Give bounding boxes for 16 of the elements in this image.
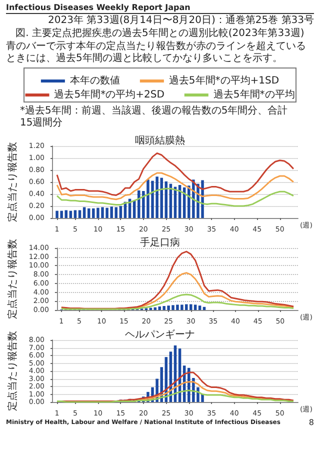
chart-title: 手足口病 <box>140 236 180 248</box>
text: Infectious Diseases Weekly Report Japan <box>6 2 314 14</box>
text: 2023年 第33週(8月14日〜8月20日)：通巻第25巻 第33号 <box>47 14 314 27</box>
y-axis-title: 定点当たり報告数 <box>6 239 18 319</box>
legend-label: 本年の数値 <box>70 74 120 86</box>
legend-label: 過去5年間*の平均 <box>213 88 295 100</box>
text: 8 <box>308 417 314 429</box>
legend-label: 過去5年間*の平均+1SD <box>168 74 280 86</box>
text: 青のバーで示す本年の定点当たり報告数が赤のラインを超えているときには、過去5年間の週と比較してかなり多いことを示す。 <box>6 41 307 65</box>
text: *過去5年間：前週、当該週、後週の報告数の5年間分、合計15週間分 <box>20 104 288 128</box>
chart-title: 咽頭結膜熱 <box>135 134 185 146</box>
y-axis-title: 定点当たり報告数 <box>6 142 18 222</box>
chart-title: ヘルパンギーナ <box>125 328 195 340</box>
y-axis-title: 定点当たり報告数 <box>6 331 18 411</box>
text: 図. 主要定点把握疾患の過去5年間との週別比較(2023年第33週) <box>14 27 306 40</box>
legend-label: 過去5年間*の平均+2SD <box>54 88 165 100</box>
